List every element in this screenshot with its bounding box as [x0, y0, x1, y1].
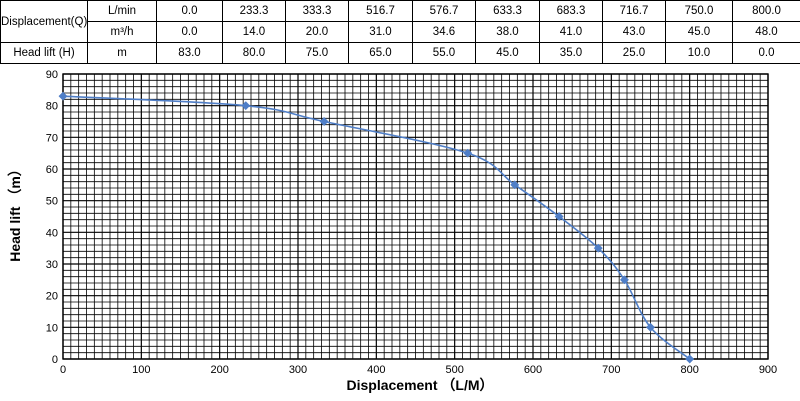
value-cell: 633.3 [475, 0, 540, 22]
unit-cell: m [87, 42, 157, 64]
data-point-marker [463, 148, 473, 158]
x-tick-label: 400 [367, 364, 385, 376]
value-cell: 750.0 [665, 0, 733, 22]
y-tick-label: 50 [46, 196, 58, 208]
value-cell: 45.0 [475, 42, 540, 64]
y-tick-label: 40 [46, 227, 58, 239]
value-cell: 516.7 [348, 0, 413, 22]
data-point-marker [319, 116, 329, 127]
data-point-marker [619, 275, 629, 285]
y-tick-label: 60 [46, 164, 58, 176]
value-cell: 41.0 [539, 21, 603, 43]
y-axis-title: Head lift （m） [7, 162, 23, 262]
data-point-marker [58, 91, 68, 101]
y-tick-label: 90 [46, 69, 58, 81]
value-cell: 10.0 [665, 42, 733, 64]
y-tick-label: 80 [46, 101, 58, 113]
x-tick-label: 600 [524, 364, 542, 376]
value-cell: 83.0 [156, 42, 223, 64]
head-lift-header: Head lift (H) [0, 42, 88, 64]
value-cell: 38.0 [475, 21, 540, 43]
value-cell: 48.0 [732, 21, 800, 43]
table-row: Head lift (H) m 83.0 80.0 75.0 65.0 55.0… [0, 42, 800, 64]
x-axis-title: Displacement （L/M） [346, 377, 493, 393]
data-point-marker [645, 322, 656, 332]
value-cell: 43.0 [602, 21, 666, 43]
x-tick-label: 900 [759, 364, 777, 376]
value-cell: 716.7 [602, 0, 666, 22]
grid [62, 73, 769, 360]
x-tick-label: 300 [289, 364, 307, 376]
displacement-header: Displacement(Q) [0, 0, 88, 43]
data-point-marker [241, 101, 251, 111]
value-cell: 65.0 [348, 42, 413, 64]
data-point-marker [685, 354, 695, 364]
tick-labels: 0 100 200 300 400 500 600 700 800 900 0 10 20 30 40 50 6… [46, 69, 777, 376]
value-cell: 800.0 [732, 0, 800, 22]
table-row: Displacement(Q) L/min 0.0 233.3 333.3 51… [0, 0, 800, 43]
value-cell: 25.0 [602, 42, 666, 64]
plot-frame [62, 73, 769, 360]
value-cell: 233.3 [222, 0, 286, 22]
value-cell: 0.0 [156, 0, 223, 22]
performance-chart: 0 100 200 300 400 500 600 700 800 900 0 10 20 30 40 50 6… [7, 69, 777, 393]
x-tick-label: 500 [445, 364, 463, 376]
y-tick-label: 0 [52, 354, 58, 366]
x-tick-label: 700 [602, 364, 620, 376]
value-cell: 55.0 [412, 42, 476, 64]
y-tick-label: 10 [46, 322, 58, 334]
value-cell: 75.0 [285, 42, 349, 64]
y-tick-label: 30 [46, 259, 58, 271]
series [58, 91, 695, 364]
x-tick-label: 100 [132, 364, 150, 376]
x-tick-label: 0 [60, 364, 66, 376]
y-tick-label: 20 [46, 291, 58, 303]
value-cell: 31.0 [348, 21, 413, 43]
value-cell: 683.3 [539, 0, 603, 22]
value-cell: 34.6 [412, 21, 476, 43]
unit-cell: L/min [87, 0, 157, 22]
value-cell: 0.0 [156, 21, 223, 43]
x-tick-label: 200 [210, 364, 228, 376]
y-tick-label: 70 [46, 132, 58, 144]
table-row: m³/h 0.0 14.0 20.0 31.0 34.6 38.0 41.0 4… [1, 21, 800, 43]
x-tick-label: 800 [680, 364, 698, 376]
value-cell: 576.7 [412, 0, 476, 22]
value-cell: 0.0 [732, 42, 800, 64]
value-cell: 80.0 [222, 42, 286, 64]
data-point-marker [554, 211, 564, 222]
data-point-marker [593, 243, 603, 253]
performance-table: Displacement(Q) L/min 0.0 233.3 333.3 51… [0, 0, 800, 64]
value-cell: 45.0 [665, 21, 733, 43]
value-cell: 14.0 [222, 21, 286, 43]
value-cell: 333.3 [285, 0, 349, 22]
unit-cell: m³/h [87, 21, 157, 43]
value-cell: 35.0 [539, 42, 603, 64]
value-cell: 20.0 [285, 21, 349, 43]
data-point-marker [510, 180, 520, 190]
